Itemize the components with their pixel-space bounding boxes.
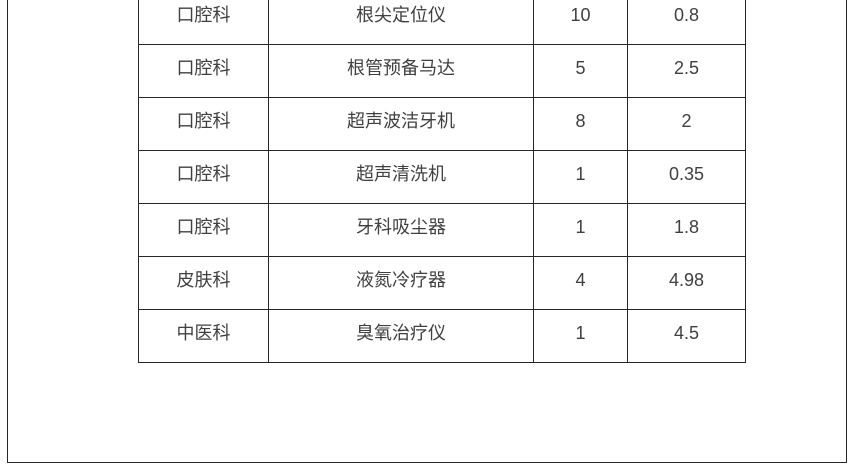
table-row: 口腔科 超声波洁牙机 8 2 bbox=[138, 97, 746, 151]
table-row: 口腔科 牙科吸尘器 1 1.8 bbox=[138, 203, 746, 257]
equipment-table: 口腔科 根尖定位仪 10 0.8 口腔科 根管预备马达 5 2.5 口腔科 超声波洁牙机 8 2 口腔科… bbox=[138, 0, 746, 363]
value-cell: 0.8 bbox=[627, 0, 746, 45]
quantity-cell: 1 bbox=[533, 150, 628, 204]
equipment-name-cell: 液氮冷疗器 bbox=[268, 256, 534, 310]
equipment-name-cell: 根尖定位仪 bbox=[268, 0, 534, 45]
value-cell: 4.5 bbox=[627, 309, 746, 363]
table-row: 中医科 臭氧治疗仪 1 4.5 bbox=[138, 309, 746, 363]
value-cell: 0.35 bbox=[627, 150, 746, 204]
table-body: 口腔科 根尖定位仪 10 0.8 口腔科 根管预备马达 5 2.5 口腔科 超声波洁牙机 8 2 口腔科… bbox=[138, 0, 746, 363]
equipment-name-cell: 超声清洗机 bbox=[268, 150, 534, 204]
quantity-cell: 5 bbox=[533, 44, 628, 98]
equipment-name-cell: 牙科吸尘器 bbox=[268, 203, 534, 257]
department-cell: 口腔科 bbox=[138, 44, 269, 98]
department-cell: 中医科 bbox=[138, 309, 269, 363]
value-cell: 4.98 bbox=[627, 256, 746, 310]
quantity-cell: 8 bbox=[533, 97, 628, 151]
table-row: 皮肤科 液氮冷疗器 4 4.98 bbox=[138, 256, 746, 310]
department-cell: 口腔科 bbox=[138, 97, 269, 151]
equipment-name-cell: 臭氧治疗仪 bbox=[268, 309, 534, 363]
department-cell: 口腔科 bbox=[138, 203, 269, 257]
equipment-name-cell: 超声波洁牙机 bbox=[268, 97, 534, 151]
table-row: 口腔科 根管预备马达 5 2.5 bbox=[138, 44, 746, 98]
quantity-cell: 4 bbox=[533, 256, 628, 310]
quantity-cell: 10 bbox=[533, 0, 628, 45]
value-cell: 2 bbox=[627, 97, 746, 151]
quantity-cell: 1 bbox=[533, 203, 628, 257]
department-cell: 皮肤科 bbox=[138, 256, 269, 310]
department-cell: 口腔科 bbox=[138, 150, 269, 204]
quantity-cell: 1 bbox=[533, 309, 628, 363]
department-cell: 口腔科 bbox=[138, 0, 269, 45]
table-row: 口腔科 超声清洗机 1 0.35 bbox=[138, 150, 746, 204]
value-cell: 2.5 bbox=[627, 44, 746, 98]
equipment-name-cell: 根管预备马达 bbox=[268, 44, 534, 98]
table-row: 口腔科 根尖定位仪 10 0.8 bbox=[138, 0, 746, 45]
document-page: 口腔科 根尖定位仪 10 0.8 口腔科 根管预备马达 5 2.5 口腔科 超声波洁牙机 8 2 口腔科… bbox=[7, 0, 847, 463]
value-cell: 1.8 bbox=[627, 203, 746, 257]
